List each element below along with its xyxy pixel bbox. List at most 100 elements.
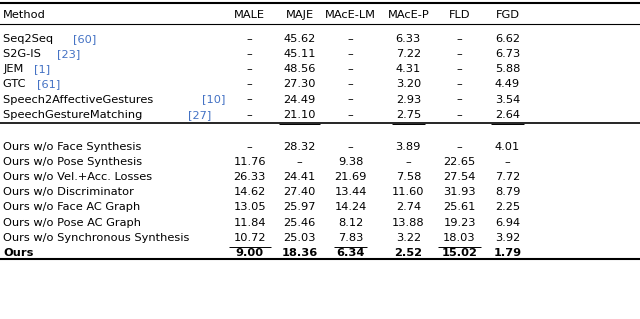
Text: 14.62: 14.62 — [234, 187, 266, 197]
Text: –: – — [348, 34, 353, 44]
Text: 4.49: 4.49 — [495, 79, 520, 90]
Text: 25.03: 25.03 — [284, 233, 316, 243]
Text: Ours w/o Pose AC Graph: Ours w/o Pose AC Graph — [3, 218, 141, 227]
Text: –: – — [348, 49, 353, 59]
Text: Ours w/o Face AC Graph: Ours w/o Face AC Graph — [3, 203, 140, 212]
Text: MAJE: MAJE — [285, 10, 314, 19]
Text: 19.23: 19.23 — [444, 218, 476, 227]
Text: 45.62: 45.62 — [284, 34, 316, 44]
Text: 27.54: 27.54 — [444, 172, 476, 182]
Text: 2.64: 2.64 — [495, 110, 520, 120]
Text: MALE: MALE — [234, 10, 265, 19]
Text: –: – — [348, 64, 353, 74]
Text: –: – — [406, 157, 411, 167]
Text: 4.31: 4.31 — [396, 64, 421, 74]
Text: 9.00: 9.00 — [236, 248, 264, 258]
Text: 6.62: 6.62 — [495, 34, 520, 44]
Text: S2G-IS: S2G-IS — [3, 49, 45, 59]
Text: –: – — [457, 142, 462, 152]
Text: 2.75: 2.75 — [396, 110, 421, 120]
Text: 11.76: 11.76 — [234, 157, 266, 167]
Text: 11.84: 11.84 — [234, 218, 266, 227]
Text: 18.03: 18.03 — [444, 233, 476, 243]
Text: Ours: Ours — [3, 248, 33, 258]
Text: 14.24: 14.24 — [335, 203, 367, 212]
Text: 31.93: 31.93 — [444, 187, 476, 197]
Text: 28.32: 28.32 — [284, 142, 316, 152]
Text: MAcE-P: MAcE-P — [387, 10, 429, 19]
Text: 21.69: 21.69 — [335, 172, 367, 182]
Text: Ours w/o Discriminator: Ours w/o Discriminator — [3, 187, 134, 197]
Text: –: – — [457, 110, 462, 120]
Text: SpeechGestureMatching: SpeechGestureMatching — [3, 110, 146, 120]
Text: Ours w/o Pose Synthesis: Ours w/o Pose Synthesis — [3, 157, 142, 167]
Text: 1.79: 1.79 — [493, 248, 522, 258]
Text: –: – — [247, 110, 252, 120]
Text: MAcE-LM: MAcE-LM — [325, 10, 376, 19]
Text: Method: Method — [3, 10, 46, 19]
Text: –: – — [348, 79, 353, 90]
Text: 25.61: 25.61 — [444, 203, 476, 212]
Text: 4.01: 4.01 — [495, 142, 520, 152]
Text: [61]: [61] — [37, 79, 60, 90]
Text: 3.54: 3.54 — [495, 94, 520, 105]
Text: –: – — [247, 94, 252, 105]
Text: –: – — [297, 157, 302, 167]
Text: 2.52: 2.52 — [394, 248, 422, 258]
Text: Ours w/o Vel.+Acc. Losses: Ours w/o Vel.+Acc. Losses — [3, 172, 152, 182]
Text: Ours w/o Synchronous Synthesis: Ours w/o Synchronous Synthesis — [3, 233, 189, 243]
Text: 3.20: 3.20 — [396, 79, 421, 90]
Text: 7.58: 7.58 — [396, 172, 421, 182]
Text: 25.46: 25.46 — [284, 218, 316, 227]
Text: JEM: JEM — [3, 64, 27, 74]
Text: –: – — [247, 49, 252, 59]
Text: 8.12: 8.12 — [338, 218, 364, 227]
Text: [60]: [60] — [72, 34, 96, 44]
Text: 25.97: 25.97 — [284, 203, 316, 212]
Text: 7.72: 7.72 — [495, 172, 520, 182]
Text: 27.40: 27.40 — [284, 187, 316, 197]
Text: FGD: FGD — [495, 10, 520, 19]
Text: –: – — [348, 142, 353, 152]
Text: 24.49: 24.49 — [284, 94, 316, 105]
Text: FLD: FLD — [449, 10, 470, 19]
Text: 6.94: 6.94 — [495, 218, 520, 227]
Text: –: – — [247, 34, 252, 44]
Text: 5.88: 5.88 — [495, 64, 520, 74]
Text: 8.79: 8.79 — [495, 187, 520, 197]
Text: –: – — [457, 79, 462, 90]
Text: 10.72: 10.72 — [234, 233, 266, 243]
Text: 45.11: 45.11 — [284, 49, 316, 59]
Text: –: – — [457, 34, 462, 44]
Text: 13.05: 13.05 — [234, 203, 266, 212]
Text: 2.74: 2.74 — [396, 203, 421, 212]
Text: [23]: [23] — [57, 49, 80, 59]
Text: 15.02: 15.02 — [442, 248, 477, 258]
Text: GTC: GTC — [3, 79, 29, 90]
Text: –: – — [505, 157, 510, 167]
Text: 7.83: 7.83 — [338, 233, 364, 243]
Text: [1]: [1] — [34, 64, 51, 74]
Text: Speech2AffectiveGestures: Speech2AffectiveGestures — [3, 94, 157, 105]
Text: [27]: [27] — [188, 110, 211, 120]
Text: –: – — [457, 64, 462, 74]
Text: 22.65: 22.65 — [444, 157, 476, 167]
Text: –: – — [348, 94, 353, 105]
Text: 11.60: 11.60 — [392, 187, 424, 197]
Text: 3.89: 3.89 — [396, 142, 421, 152]
Text: Ours w/o Face Synthesis: Ours w/o Face Synthesis — [3, 142, 141, 152]
Text: –: – — [247, 142, 252, 152]
Text: Seq2Seq: Seq2Seq — [3, 34, 57, 44]
Text: –: – — [247, 64, 252, 74]
Text: 6.73: 6.73 — [495, 49, 520, 59]
Text: [10]: [10] — [202, 94, 225, 105]
Text: 21.10: 21.10 — [284, 110, 316, 120]
Text: 18.36: 18.36 — [282, 248, 317, 258]
Text: 2.93: 2.93 — [396, 94, 421, 105]
Text: –: – — [348, 110, 353, 120]
Text: –: – — [457, 49, 462, 59]
Text: 6.34: 6.34 — [337, 248, 365, 258]
Text: 3.22: 3.22 — [396, 233, 421, 243]
Text: 6.33: 6.33 — [396, 34, 421, 44]
Text: 2.25: 2.25 — [495, 203, 520, 212]
